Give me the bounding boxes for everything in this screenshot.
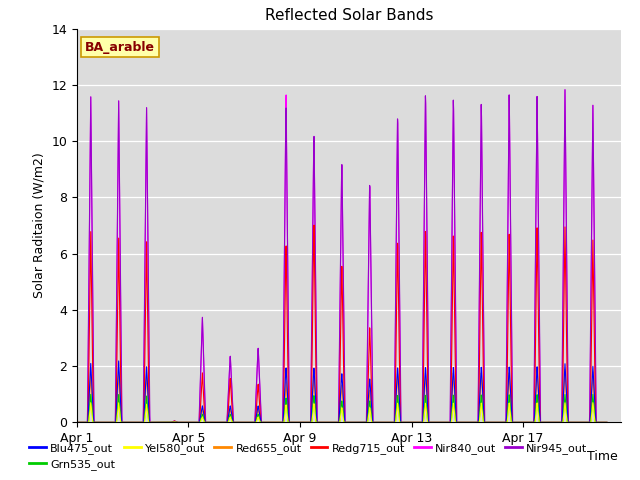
Nir945_out bbox=[430, 420, 438, 425]
Nir945_out bbox=[535, 248, 543, 253]
Redg715_out bbox=[431, 420, 438, 425]
Nir840_out bbox=[188, 420, 195, 425]
Nir945_out bbox=[73, 420, 81, 425]
Redg715_out bbox=[370, 420, 378, 425]
Red655_out bbox=[370, 420, 378, 425]
Red655_out bbox=[561, 367, 569, 372]
Redg715_out bbox=[83, 420, 91, 425]
Blu475_out bbox=[188, 420, 195, 425]
Grn535_out bbox=[264, 420, 271, 425]
Redg715_out bbox=[603, 420, 611, 425]
Nir840_out bbox=[83, 420, 91, 425]
Nir840_out bbox=[73, 420, 81, 425]
Yel580_out bbox=[73, 420, 81, 425]
Nir945_out bbox=[561, 87, 569, 93]
Grn535_out bbox=[83, 420, 91, 425]
Redg715_out bbox=[188, 420, 195, 425]
Nir840_out bbox=[603, 420, 611, 425]
Nir840_out bbox=[264, 420, 271, 425]
Line: Nir840_out: Nir840_out bbox=[77, 90, 607, 422]
Grn535_out bbox=[73, 420, 81, 425]
Yel580_out bbox=[589, 400, 596, 406]
Yel580_out bbox=[430, 420, 438, 425]
Grn535_out bbox=[535, 411, 543, 417]
Redg715_out bbox=[535, 357, 543, 363]
Redg715_out bbox=[264, 420, 271, 425]
Line: Nir945_out: Nir945_out bbox=[77, 90, 607, 422]
Red655_out bbox=[535, 401, 543, 407]
Nir840_out bbox=[561, 87, 569, 93]
Red655_out bbox=[188, 420, 195, 425]
Yel580_out bbox=[603, 420, 611, 425]
Line: Blu475_out: Blu475_out bbox=[77, 361, 607, 422]
Nir945_out bbox=[370, 420, 378, 425]
Line: Yel580_out: Yel580_out bbox=[77, 403, 607, 422]
Blu475_out bbox=[73, 420, 81, 425]
Yel580_out bbox=[370, 420, 378, 425]
Grn535_out bbox=[188, 420, 195, 425]
Nir945_out bbox=[83, 420, 91, 425]
Yel580_out bbox=[264, 420, 271, 425]
Line: Grn535_out: Grn535_out bbox=[77, 395, 607, 422]
Blu475_out bbox=[115, 358, 122, 364]
Yel580_out bbox=[188, 420, 195, 425]
Red655_out bbox=[264, 420, 271, 425]
Nir945_out bbox=[603, 420, 611, 425]
Title: Reflected Solar Bands: Reflected Solar Bands bbox=[264, 9, 433, 24]
Nir945_out bbox=[188, 420, 195, 425]
Redg715_out bbox=[310, 222, 318, 228]
Text: BA_arable: BA_arable bbox=[85, 41, 155, 54]
Red655_out bbox=[603, 420, 611, 425]
Yel580_out bbox=[535, 416, 543, 421]
Blu475_out bbox=[370, 420, 378, 425]
Nir945_out bbox=[264, 420, 271, 425]
Blu475_out bbox=[264, 420, 272, 425]
Line: Red655_out: Red655_out bbox=[77, 370, 607, 422]
Grn535_out bbox=[430, 420, 438, 425]
Red655_out bbox=[83, 420, 91, 425]
Red655_out bbox=[73, 420, 81, 425]
Nir840_out bbox=[430, 420, 438, 425]
Grn535_out bbox=[370, 420, 378, 425]
Redg715_out bbox=[73, 420, 81, 425]
Blu475_out bbox=[83, 420, 91, 425]
Nir840_out bbox=[535, 259, 543, 264]
Y-axis label: Solar Raditaion (W/m2): Solar Raditaion (W/m2) bbox=[33, 153, 45, 299]
Legend: Blu475_out, Grn535_out, Yel580_out, Red655_out, Redg715_out, Nir840_out, Nir945_: Blu475_out, Grn535_out, Yel580_out, Red6… bbox=[25, 438, 592, 474]
Grn535_out bbox=[603, 420, 611, 425]
Blu475_out bbox=[431, 420, 438, 425]
Yel580_out bbox=[83, 420, 91, 425]
Text: Time: Time bbox=[588, 450, 618, 463]
Nir840_out bbox=[370, 420, 378, 425]
Blu475_out bbox=[603, 420, 611, 425]
Line: Redg715_out: Redg715_out bbox=[77, 225, 607, 422]
Blu475_out bbox=[535, 399, 543, 405]
Grn535_out bbox=[589, 392, 596, 397]
Red655_out bbox=[430, 420, 438, 425]
